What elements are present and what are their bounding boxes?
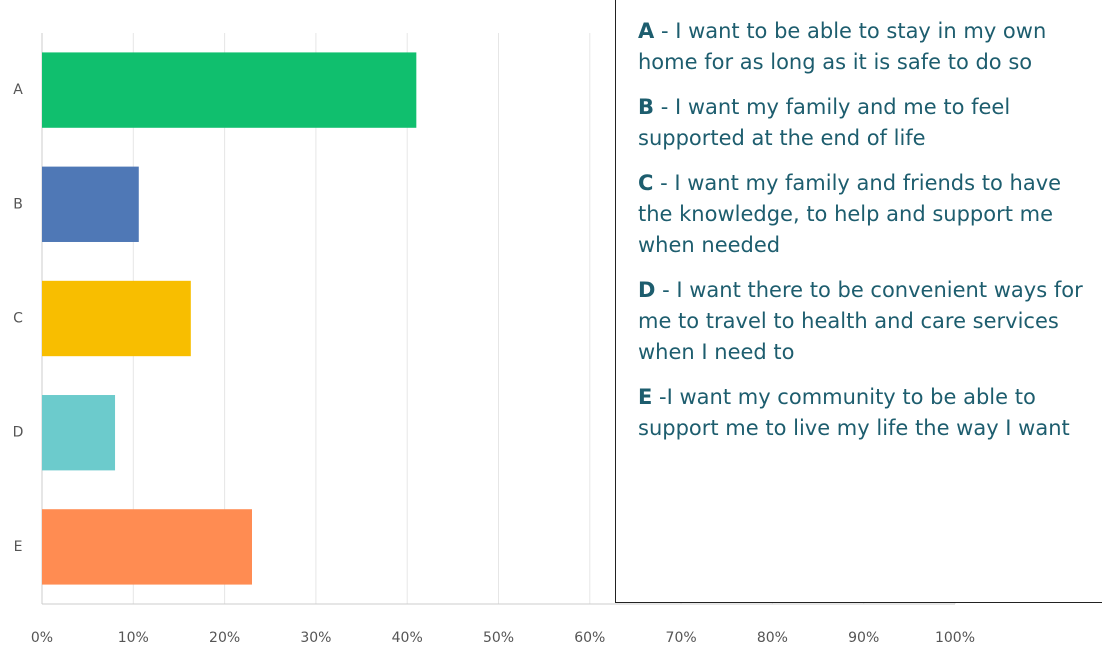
x-tick-label: 60%: [574, 630, 605, 646]
x-tick-label: 90%: [848, 630, 879, 646]
legend-item: C - I want my family and friends to have…: [638, 168, 1092, 261]
legend-text: - I want my family and friends to have t…: [638, 171, 1062, 257]
y-tick-label: A: [13, 82, 23, 98]
x-tick-label: 100%: [935, 630, 975, 646]
legend-key: B: [638, 95, 655, 119]
x-tick-label: 30%: [300, 630, 331, 646]
legend-key: E: [638, 385, 653, 409]
y-tick-label: B: [13, 196, 23, 212]
legend-key: C: [638, 171, 654, 195]
legend-text: - I want my family and me to feel suppor…: [638, 95, 1011, 150]
legend-item: D - I want there to be convenient ways f…: [638, 275, 1092, 368]
legend-item: B - I want my family and me to feel supp…: [638, 92, 1092, 154]
legend-text: -I want my community to be able to suppo…: [638, 385, 1070, 440]
x-tick-label: 40%: [392, 630, 423, 646]
legend-text: - I want to be able to stay in my own ho…: [638, 19, 1047, 74]
bar: [42, 166, 139, 242]
x-tick-label: 0%: [31, 630, 53, 646]
x-tick-label: 10%: [118, 630, 149, 646]
legend-item: A - I want to be able to stay in my own …: [638, 16, 1092, 78]
x-tick-label: 70%: [666, 630, 697, 646]
bar: [42, 280, 191, 357]
legend-key: D: [638, 278, 656, 302]
x-tick-label: 80%: [757, 630, 788, 646]
legend-item: E -I want my community to be able to sup…: [638, 382, 1092, 444]
y-tick-label: D: [13, 425, 24, 441]
y-tick-label: E: [14, 539, 23, 555]
x-tick-label: 50%: [483, 630, 514, 646]
bar: [42, 509, 252, 585]
legend-text: - I want there to be convenient ways for…: [638, 278, 1083, 364]
y-tick-label: C: [13, 311, 23, 327]
bar: [42, 52, 417, 128]
x-tick-label: 20%: [209, 630, 240, 646]
legend-key: A: [638, 19, 655, 43]
legend: A - I want to be able to stay in my own …: [615, 0, 1102, 603]
bar: [42, 395, 116, 471]
